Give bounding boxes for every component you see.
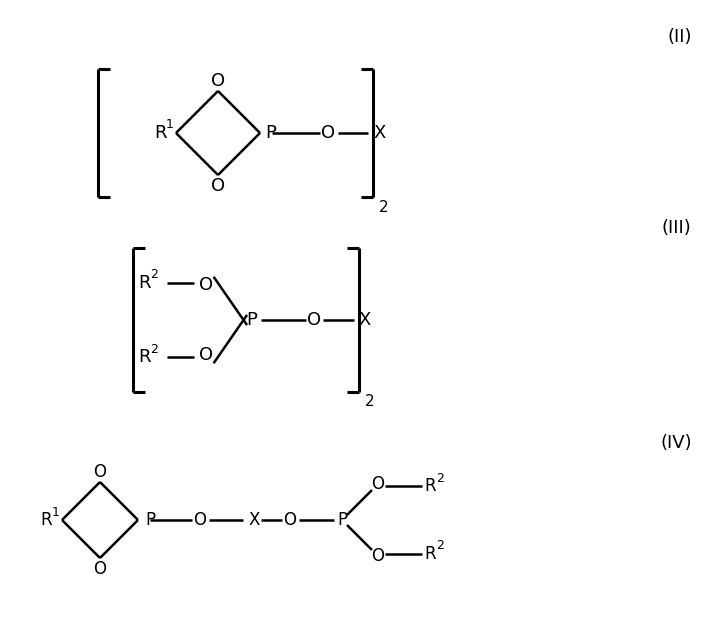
Text: O: O [93,463,106,481]
Text: O: O [198,346,213,364]
Text: 2: 2 [436,539,444,552]
Text: 2: 2 [151,342,159,356]
Text: 2: 2 [151,268,159,281]
Text: R: R [138,274,151,292]
Text: R: R [138,348,151,366]
Text: X: X [359,311,371,329]
Text: O: O [211,72,225,90]
Text: O: O [193,511,206,529]
Text: O: O [307,311,321,329]
Text: R: R [424,545,436,563]
Text: 2: 2 [436,471,444,484]
Text: (II): (II) [668,28,692,46]
Text: 2: 2 [379,199,389,214]
Text: P: P [145,511,155,529]
Text: P: P [337,511,347,529]
Text: O: O [284,511,297,529]
Text: 1: 1 [52,506,60,519]
Text: (IV): (IV) [660,434,692,452]
Text: O: O [371,475,384,493]
Text: X: X [374,124,386,142]
Text: 2: 2 [365,394,375,409]
Text: (III): (III) [661,219,691,237]
Text: P: P [247,311,258,329]
Text: R: R [154,124,167,142]
Text: O: O [371,547,384,565]
Text: O: O [93,560,106,578]
Text: P: P [266,124,277,142]
Text: O: O [198,276,213,294]
Text: O: O [321,124,335,142]
Text: 1: 1 [166,119,174,131]
Text: R: R [424,477,436,495]
Text: O: O [211,177,225,195]
Text: X: X [248,511,260,529]
Text: R: R [40,511,51,529]
